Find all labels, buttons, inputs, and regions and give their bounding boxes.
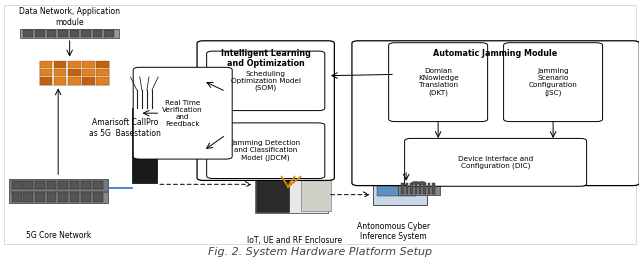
FancyBboxPatch shape: [404, 138, 587, 186]
Text: Fig. 2. System Hardware Platform Setup: Fig. 2. System Hardware Platform Setup: [208, 247, 432, 257]
Bar: [257, 162, 289, 212]
Bar: [24, 30, 33, 37]
Bar: [378, 175, 416, 196]
Bar: [424, 183, 426, 194]
Bar: [54, 61, 67, 68]
Text: Scheduling
Optimization Model
(SOM): Scheduling Optimization Model (SOM): [230, 71, 301, 91]
Bar: [58, 30, 68, 37]
Bar: [255, 160, 328, 213]
Bar: [47, 30, 56, 37]
Bar: [68, 61, 81, 68]
Bar: [9, 179, 108, 191]
Bar: [132, 108, 157, 183]
FancyBboxPatch shape: [504, 43, 603, 122]
Bar: [54, 69, 67, 76]
Bar: [83, 69, 95, 76]
Bar: [81, 193, 91, 202]
Bar: [398, 182, 440, 195]
Bar: [93, 180, 102, 190]
Bar: [410, 183, 413, 194]
Text: IoT, UE and RF Enclosure: IoT, UE and RF Enclosure: [247, 236, 342, 245]
Bar: [301, 163, 331, 211]
Bar: [83, 61, 95, 68]
FancyBboxPatch shape: [207, 123, 324, 178]
Bar: [93, 193, 102, 202]
Circle shape: [412, 181, 419, 185]
Text: Intelligent Learning
and Optimization: Intelligent Learning and Optimization: [221, 49, 310, 68]
FancyBboxPatch shape: [352, 41, 639, 186]
FancyBboxPatch shape: [197, 41, 334, 180]
Bar: [97, 61, 109, 68]
Text: Device Interface and
Configuration (DIC): Device Interface and Configuration (DIC): [458, 155, 533, 169]
Bar: [35, 30, 45, 37]
Circle shape: [418, 181, 426, 185]
Bar: [70, 193, 79, 202]
Bar: [47, 180, 56, 190]
Bar: [432, 183, 435, 194]
Bar: [97, 69, 109, 76]
Bar: [415, 183, 417, 194]
Text: Jamming Detection
and Classification
Model (JDCM): Jamming Detection and Classification Mod…: [231, 140, 300, 161]
Bar: [93, 30, 102, 37]
Bar: [68, 69, 81, 76]
Text: Amarisoft CallPro
as 5G  Basestation: Amarisoft CallPro as 5G Basestation: [90, 118, 161, 138]
Text: Domian
KNowledge
Translation
(DKT): Domian KNowledge Translation (DKT): [418, 68, 458, 96]
Bar: [35, 193, 45, 202]
Bar: [40, 69, 52, 76]
Bar: [58, 193, 68, 202]
FancyBboxPatch shape: [207, 51, 324, 110]
Bar: [12, 193, 22, 202]
Bar: [47, 193, 56, 202]
Bar: [81, 30, 91, 37]
Bar: [24, 180, 33, 190]
Bar: [70, 30, 79, 37]
Bar: [104, 30, 114, 37]
Bar: [70, 180, 79, 190]
Bar: [58, 180, 68, 190]
Bar: [39, 61, 109, 85]
Bar: [406, 183, 408, 194]
Bar: [81, 180, 91, 190]
Bar: [68, 77, 81, 84]
Bar: [83, 77, 95, 84]
Text: Automatic Jamming Module: Automatic Jamming Module: [433, 49, 557, 57]
Text: Antonomous Cyber
Inference System: Antonomous Cyber Inference System: [357, 222, 430, 241]
Bar: [35, 180, 45, 190]
Text: 5G Core Network: 5G Core Network: [26, 231, 91, 240]
Bar: [54, 77, 67, 84]
Bar: [40, 61, 52, 68]
Text: Data Network, Application
module: Data Network, Application module: [19, 7, 120, 27]
Bar: [40, 77, 52, 84]
Bar: [428, 183, 430, 194]
Bar: [372, 171, 427, 205]
Text: Real Time
Verification
and
Feedback: Real Time Verification and Feedback: [163, 100, 203, 127]
FancyBboxPatch shape: [388, 43, 488, 122]
Bar: [97, 77, 109, 84]
Bar: [12, 180, 22, 190]
Bar: [24, 193, 33, 202]
Text: Jamming
Scenario
Configuration
(JSC): Jamming Scenario Configuration (JSC): [529, 68, 577, 96]
Bar: [401, 183, 404, 194]
Bar: [20, 29, 119, 38]
Bar: [9, 192, 108, 203]
FancyBboxPatch shape: [133, 67, 232, 159]
Bar: [419, 183, 422, 194]
